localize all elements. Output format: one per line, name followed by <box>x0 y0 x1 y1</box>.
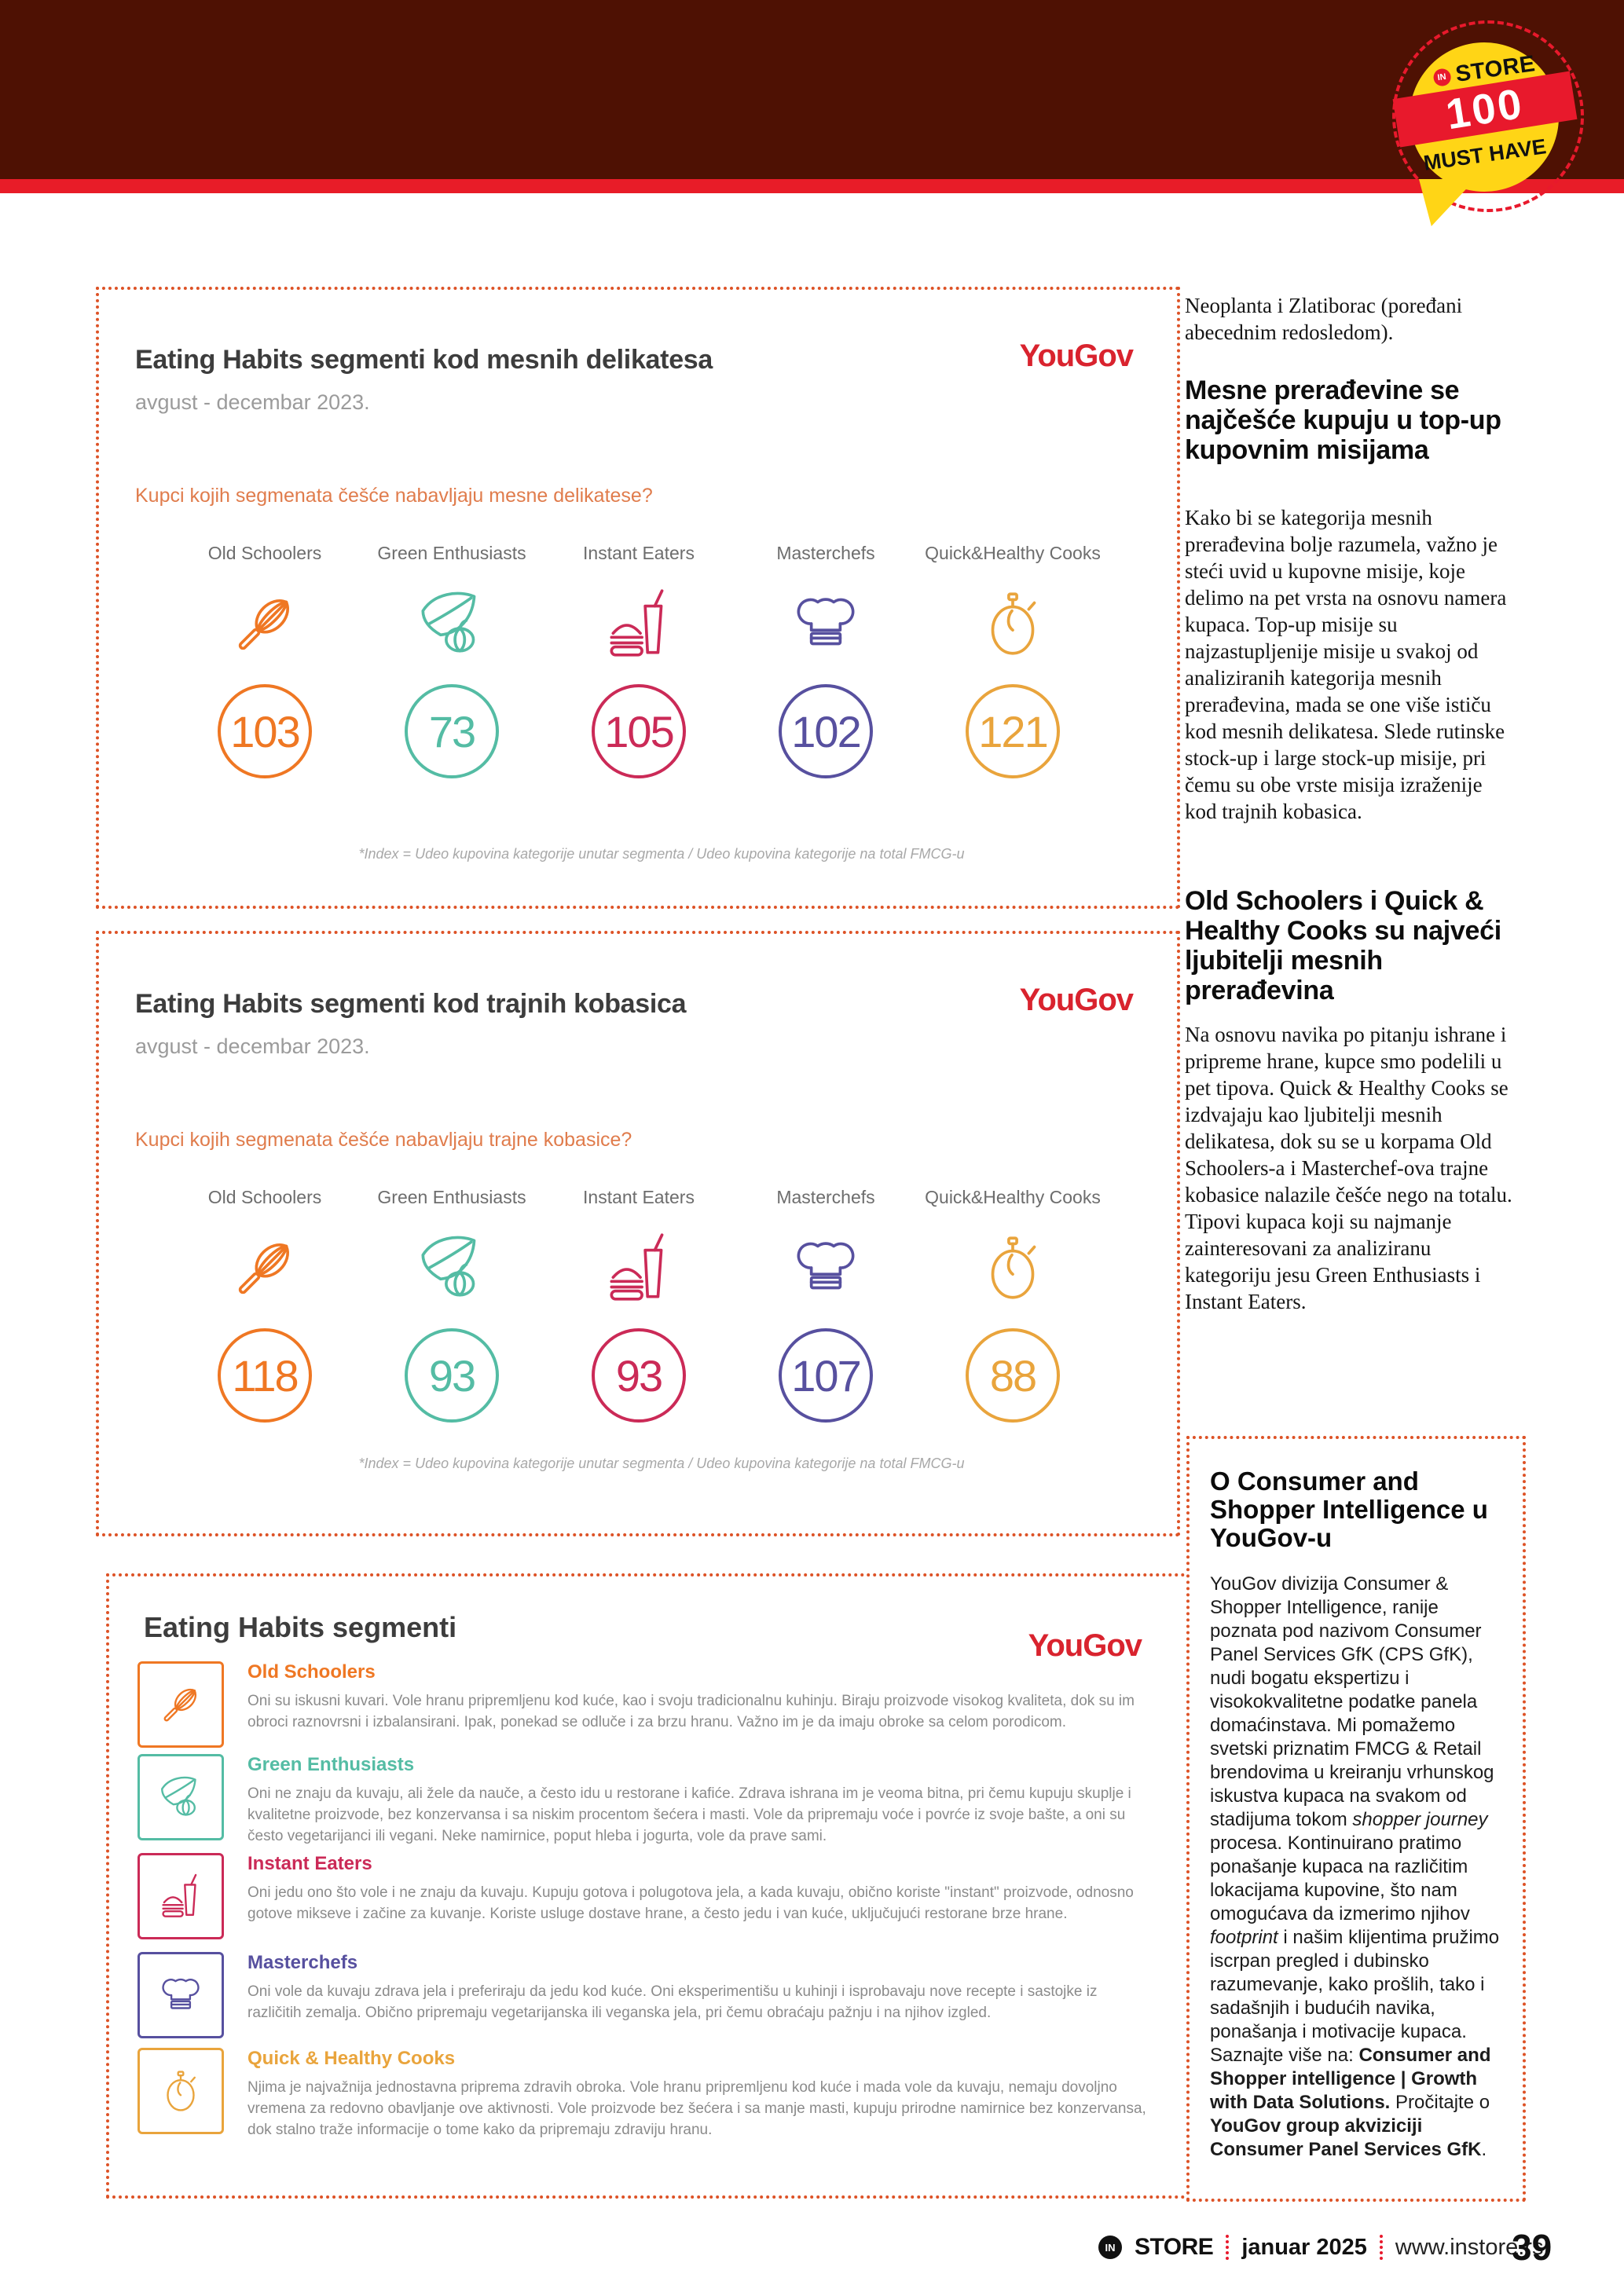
index-value-circle: 102 <box>779 684 873 778</box>
yougov-logo: YouGov <box>1019 339 1134 373</box>
chart-footnote: *Index = Udeo kupovina kategorije unutar… <box>358 1456 965 1471</box>
segment-columns: Old Schoolers 118 Green Enthusiasts 93 I… <box>171 1187 1106 1423</box>
segment-column: Green Enthusiasts 73 <box>358 543 545 778</box>
chart-box-mesne-delikatese: Eating Habits segmenti kod mesnih delika… <box>96 287 1180 909</box>
segment-label: Masterchefs <box>776 1187 875 1207</box>
index-value-circle: 107 <box>779 1328 873 1423</box>
article-subheading-1: Mesne prerađevine se najčešće kupuju u t… <box>1185 375 1501 465</box>
whisk-icon <box>137 1661 224 1748</box>
chef-hat-icon <box>137 1952 224 2038</box>
segment-label: Instant Eaters <box>583 543 695 563</box>
vegetables-icon <box>408 576 496 672</box>
segment-label: Old Schoolers <box>207 543 322 563</box>
index-value-circle: 88 <box>966 1328 1060 1423</box>
yougov-logo: YouGov <box>1028 1628 1142 1663</box>
info-box-body: YouGov divizija Consumer & Shopper Intel… <box>1210 1573 1500 2160</box>
top-banner-red-strip <box>0 179 1624 193</box>
segment-row-instant-eaters: Instant Eaters Oni jedu ono što vole i n… <box>137 1853 1154 1939</box>
info-box-title: O Consumer and Shopper Intelligence u Yo… <box>1210 1467 1488 1552</box>
top-banner-band <box>0 0 1624 179</box>
segment-column: Green Enthusiasts 93 <box>358 1187 545 1423</box>
footer-issue-date: januar 2025 <box>1241 2234 1367 2260</box>
segments-description-box: Eating Habits segmenti YouGov Old School… <box>106 1573 1192 2199</box>
segment-column: Instant Eaters 105 <box>545 543 732 778</box>
whisk-icon <box>221 576 309 672</box>
yougov-logo: YouGov <box>1019 983 1134 1017</box>
index-value-circle: 93 <box>592 1328 686 1423</box>
chart-footnote: *Index = Udeo kupovina kategorije unutar… <box>358 846 965 862</box>
chart-title: Eating Habits segmenti kod mesnih delika… <box>135 345 713 375</box>
index-value-circle: 73 <box>405 684 499 778</box>
article-paragraph-1: Kako bi se kategorija mesnih prerađevina… <box>1185 506 1507 823</box>
index-value-circle: 121 <box>966 684 1060 778</box>
segment-label: Quick&Healthy Cooks <box>925 1187 1101 1207</box>
footer-separator <box>1226 2235 1230 2260</box>
index-value-circle: 105 <box>592 684 686 778</box>
segment-name: Instant Eaters <box>247 1853 372 1874</box>
footer-separator <box>1379 2235 1383 2260</box>
article-intro-continuation: Neoplanta i Zlatiborac (poređani abecedn… <box>1185 294 1463 344</box>
segment-row-old-schoolers: Old Schoolers Oni su iskusni kuvari. Vol… <box>137 1661 1154 1748</box>
segment-row-quick-healthy-cooks: Quick & Healthy Cooks Njima je najvažnij… <box>137 2048 1154 2141</box>
article-paragraph-2: Na osnovu navika po pitanju ishrane i pr… <box>1185 1023 1512 1313</box>
chart-title: Eating Habits segmenti kod trajnih kobas… <box>135 989 687 1019</box>
timer-icon <box>137 2048 224 2134</box>
chef-hat-icon <box>782 576 870 672</box>
segment-column: Masterchefs 107 <box>732 1187 919 1423</box>
fastfood-icon <box>595 576 683 672</box>
segment-name: Green Enthusiasts <box>247 1754 415 1775</box>
segment-label: Quick&Healthy Cooks <box>925 543 1101 563</box>
segment-description: Oni ne znaju da kuvaju, ali žele da nauč… <box>247 1785 1131 1844</box>
chef-hat-icon <box>782 1220 870 1316</box>
chart-subtitle: avgust - decembar 2023. <box>135 390 370 414</box>
page-number: 39 <box>1512 2227 1553 2268</box>
segment-column: Masterchefs 102 <box>732 543 919 778</box>
segment-description: Oni vole da kuvaju zdrava jela i preferi… <box>247 1983 1098 2021</box>
chart-question: Kupci kojih segmenata češće nabavljaju t… <box>135 1129 632 1151</box>
timer-icon <box>969 1220 1057 1316</box>
segment-label: Masterchefs <box>776 543 875 563</box>
article-subheading-2: Old Schoolers i Quick & Healthy Cooks su… <box>1185 886 1501 1005</box>
segment-description: Oni jedu ono što vole i ne znaju da kuva… <box>247 1884 1134 1922</box>
segment-description: Njima je najvažnija jednostavna priprema… <box>247 2079 1146 2138</box>
segment-row-masterchefs: Masterchefs Oni vole da kuvaju zdrava je… <box>137 1952 1154 2038</box>
fastfood-icon <box>595 1220 683 1316</box>
vegetables-icon <box>137 1754 224 1840</box>
segment-label: Old Schoolers <box>207 1187 322 1207</box>
segment-columns: Old Schoolers 103 Green Enthusiasts 73 I… <box>171 543 1106 778</box>
segment-name: Quick & Healthy Cooks <box>247 2048 456 2069</box>
chart-question: Kupci kojih segmenata češće nabavljaju m… <box>135 485 653 507</box>
segment-column: Old Schoolers 118 <box>171 1187 358 1423</box>
segment-label: Instant Eaters <box>583 1187 695 1207</box>
segment-name: Masterchefs <box>247 1952 358 1973</box>
chart-box-trajne-kobasice: Eating Habits segmenti kod trajnih kobas… <box>96 931 1180 1536</box>
segments-box-title: Eating Habits segmenti <box>144 1611 457 1643</box>
timer-icon <box>969 576 1057 672</box>
index-value-circle: 103 <box>218 684 312 778</box>
index-value-circle: 93 <box>405 1328 499 1423</box>
segment-row-green-enthusiasts: Green Enthusiasts Oni ne znaju da kuvaju… <box>137 1754 1154 1847</box>
segment-column: Quick&Healthy Cooks 121 <box>919 543 1106 778</box>
page-footer: IN STORE januar 2025 www.instore.rs <box>1098 2234 1543 2261</box>
segment-label: Green Enthusiasts <box>377 543 526 563</box>
instore-logo-icon: IN <box>1098 2236 1122 2259</box>
chart-subtitle: avgust - decembar 2023. <box>135 1034 370 1058</box>
segment-column: Instant Eaters 93 <box>545 1187 732 1423</box>
badge-dashed-ring <box>1392 20 1584 212</box>
fastfood-icon <box>137 1853 224 1939</box>
segment-column: Old Schoolers 103 <box>171 543 358 778</box>
segment-label: Green Enthusiasts <box>377 1187 526 1207</box>
whisk-icon <box>221 1220 309 1316</box>
footer-brand: STORE <box>1135 2234 1214 2260</box>
segment-column: Quick&Healthy Cooks 88 <box>919 1187 1106 1423</box>
segment-name: Old Schoolers <box>247 1661 376 1683</box>
consumer-shopper-intelligence-info-box: O Consumer and Shopper Intelligence u Yo… <box>1186 1436 1526 2202</box>
instore-logo-icon: IN <box>1432 67 1452 87</box>
index-value-circle: 118 <box>218 1328 312 1423</box>
vegetables-icon <box>408 1220 496 1316</box>
footer-website: www.instore.rs <box>1395 2234 1544 2260</box>
segment-description: Oni su iskusni kuvari. Vole hranu pripre… <box>247 1693 1135 1730</box>
